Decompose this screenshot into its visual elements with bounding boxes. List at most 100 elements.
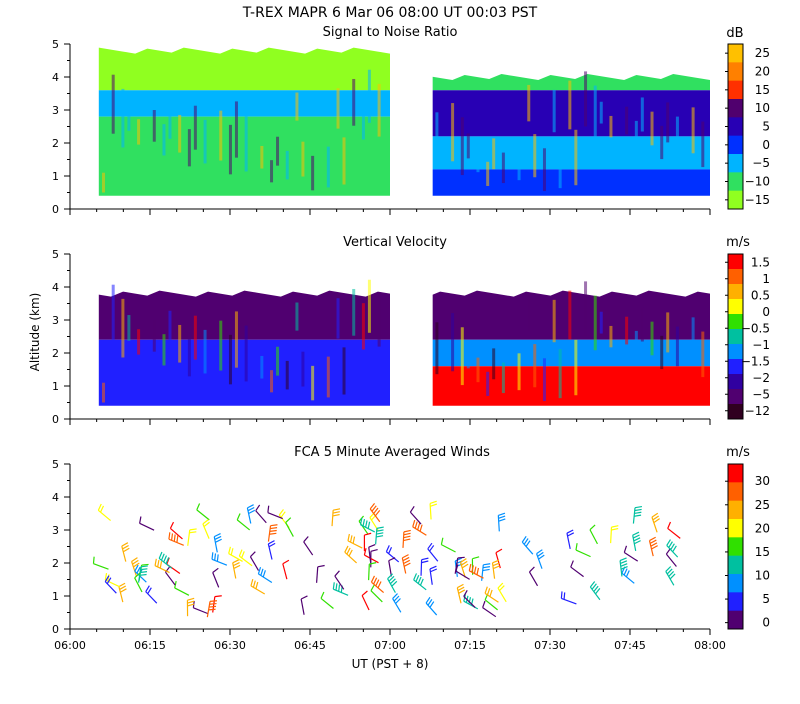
heatmap-streak <box>153 320 156 352</box>
barb-shaft <box>590 530 597 544</box>
barb-flag <box>345 546 348 552</box>
barb-flag <box>421 561 428 563</box>
barb-flag <box>172 533 173 540</box>
x-axis-label: UT (PST + 8) <box>352 657 429 671</box>
panel-snr: Signal to Noise Ratio dB <box>323 25 744 41</box>
heatmap-streak <box>559 349 562 398</box>
heatmap-streak <box>127 315 130 341</box>
heatmap-streak <box>527 85 530 121</box>
barb-flag <box>418 523 420 530</box>
barb-flag <box>457 584 463 587</box>
wind-barb <box>119 583 127 602</box>
heatmap-streak <box>260 146 263 169</box>
plot-area: 0123452520151050−5−10−150123451.510.50−0… <box>52 38 770 652</box>
barb-flag <box>353 537 354 544</box>
heatmap-streak <box>295 93 298 121</box>
y-tick-label: 4 <box>52 281 59 294</box>
barb-flag <box>634 541 640 544</box>
barb-flag <box>376 536 383 537</box>
colorbar-unit-vv: m/s <box>726 235 750 250</box>
heatmap-streak <box>692 107 695 153</box>
barb-flag <box>477 568 479 575</box>
heatmap-streak <box>194 106 197 150</box>
colorbar-label: −5 <box>752 156 770 170</box>
heatmap-streak <box>178 115 181 153</box>
barb-flag <box>455 558 461 561</box>
wind-barb <box>321 592 333 608</box>
barb-flag <box>101 506 104 512</box>
panel-vertical-velocity: Vertical Velocity m/s <box>343 235 750 250</box>
heatmap-streak <box>476 358 479 383</box>
heatmap-cells <box>99 254 710 419</box>
colorbar-label: 0 <box>762 305 770 319</box>
barb-flag <box>472 557 479 559</box>
colorbar-label: −10 <box>745 175 770 189</box>
wind-barb <box>590 525 597 544</box>
barb-flag <box>633 535 639 538</box>
heatmap-cells <box>99 44 710 209</box>
barb-flag <box>422 558 429 560</box>
barb-shaft <box>456 571 470 579</box>
heatmap-streak <box>219 321 222 371</box>
heatmap-streak <box>337 298 340 338</box>
colorbar-label: 30 <box>755 474 770 488</box>
heatmap-streak <box>204 120 207 164</box>
x-tick-label: 08:00 <box>694 639 726 652</box>
x-tick-label: 06:30 <box>214 639 246 652</box>
colorbar-label: −0.5 <box>741 321 770 335</box>
barb-flag <box>190 529 197 530</box>
barb-flag <box>93 557 94 564</box>
heatmap-region <box>416 74 710 90</box>
barb-shaft <box>237 520 249 530</box>
heatmap-streak <box>594 296 597 351</box>
barb-flag <box>499 519 506 521</box>
barb-shaft <box>483 608 496 617</box>
heatmap-streak <box>153 110 156 142</box>
barb-flag <box>369 545 375 548</box>
barb-flag <box>333 512 340 513</box>
wind-barb <box>369 563 377 581</box>
colorbar-swatch <box>728 191 743 210</box>
barb-flag <box>496 549 502 553</box>
barb-flag <box>321 592 324 598</box>
barb-flag <box>122 543 128 546</box>
barb-flag <box>389 547 392 553</box>
wind-barb <box>268 525 277 542</box>
barb-shaft <box>256 511 267 523</box>
heatmap-streak <box>476 148 479 173</box>
barb-shaft <box>571 567 584 577</box>
barb-flag <box>120 589 126 592</box>
wind-barb <box>403 530 411 547</box>
heatmap-streak <box>568 81 571 130</box>
y-tick-label: 1 <box>52 380 59 393</box>
colorbar-swatch <box>728 136 743 155</box>
barb-flag <box>209 606 216 607</box>
wind-barb <box>214 534 221 553</box>
colorbar-swatch <box>728 611 743 630</box>
barb-flag <box>634 538 640 541</box>
heatmap-streak <box>295 303 298 331</box>
heatmap-streak <box>168 311 171 349</box>
heatmap-streak <box>676 327 679 367</box>
wind-barb <box>122 543 130 562</box>
colorbar-unit-winds: m/s <box>726 445 750 460</box>
panel-title-winds: FCA 5 Minute Averaged Winds <box>294 445 490 460</box>
wind-barb <box>498 583 506 602</box>
colorbar-swatch <box>728 389 743 405</box>
barb-shaft <box>304 542 313 555</box>
barb-flag <box>336 583 337 590</box>
heatmap-region <box>99 90 390 116</box>
barb-flag <box>430 569 436 572</box>
colorbar-swatch <box>728 254 743 270</box>
barb-flag <box>210 604 217 605</box>
heatmap-streak <box>600 102 603 124</box>
wind-barb <box>146 586 157 604</box>
barb-flag <box>242 551 245 557</box>
wind-barb <box>633 532 641 551</box>
barb-shaft <box>135 578 142 592</box>
colorbar-label: −1.5 <box>741 354 770 368</box>
heatmap-region <box>416 90 710 136</box>
